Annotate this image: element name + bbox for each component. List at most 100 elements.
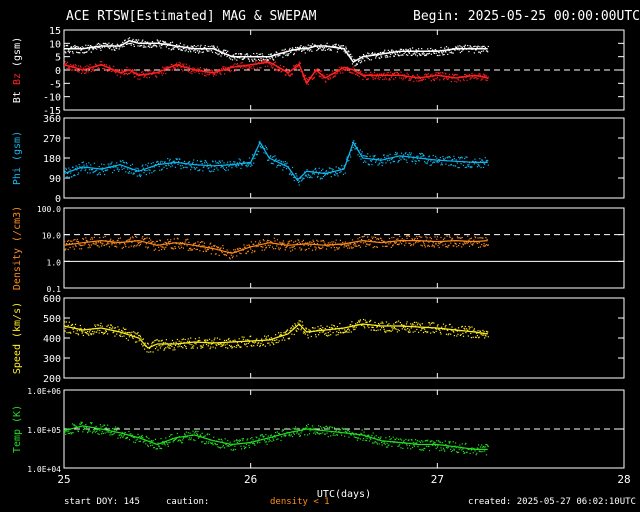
data-dot-bz: [229, 71, 231, 73]
data-dot-phi: [246, 166, 248, 168]
data-dot-bt: [368, 53, 370, 55]
data-dot-bz: [219, 72, 221, 74]
data-dot-temp: [117, 437, 119, 439]
data-dot-density: [213, 245, 215, 247]
data-dot-temp: [320, 432, 322, 434]
data-dot-phi: [222, 165, 224, 168]
data-dot-speed: [89, 329, 91, 331]
data-dot-density: [476, 242, 478, 244]
data-dot-temp: [429, 441, 431, 443]
data-dot-speed: [362, 324, 364, 326]
data-dot-speed: [259, 345, 261, 348]
data-dot-bt: [288, 53, 290, 55]
data-dot-phi: [428, 156, 430, 158]
data-dot-density: [478, 246, 480, 248]
data-dot-bt: [226, 55, 228, 58]
panel-frame-phi: [63, 117, 625, 199]
data-dot-bt: [157, 40, 159, 42]
data-dot-temp: [345, 431, 348, 433]
data-dot-phi: [396, 154, 398, 156]
data-dot-phi: [452, 165, 454, 167]
data-dot-speed: [369, 320, 371, 322]
data-dot-temp: [432, 443, 434, 445]
data-dot-bz: [372, 78, 374, 80]
data-dot-bt: [111, 43, 114, 45]
data-dot-phi: [322, 168, 324, 170]
data-dot-temp: [65, 428, 67, 430]
data-dot-bt: [459, 45, 461, 47]
data-dot-temp: [281, 430, 283, 432]
data-dot-phi: [441, 164, 443, 166]
data-dot-density: [190, 247, 192, 249]
data-dot-density: [90, 244, 92, 246]
data-dot-phi: [275, 158, 277, 160]
data-dot-bz: [465, 74, 468, 76]
data-dot-temp: [444, 440, 446, 442]
data-dot-temp: [274, 436, 276, 438]
data-dot-speed: [208, 338, 211, 340]
data-dot-temp: [388, 444, 390, 446]
data-dot-temp: [235, 440, 237, 442]
ylabel-temp: Temp (K): [12, 405, 23, 453]
data-dot-phi: [70, 172, 72, 174]
data-dot-speed: [282, 337, 284, 339]
data-dot-bz: [142, 71, 144, 73]
data-dot-speed: [458, 327, 460, 329]
data-dot-phi: [219, 162, 221, 164]
data-dot-phi: [268, 159, 270, 161]
data-dot-bt: [263, 59, 265, 61]
data-dot-phi: [371, 163, 373, 166]
data-dot-speed: [224, 344, 226, 346]
data-dot-density: [293, 241, 295, 243]
data-dot-speed: [288, 337, 291, 339]
data-dot-density: [153, 249, 155, 251]
data-dot-bz: [296, 69, 298, 71]
data-dot-density: [158, 249, 160, 251]
data-dot-bz: [177, 67, 179, 69]
data-dot-bz: [84, 72, 86, 74]
data-dot-phi: [392, 158, 394, 160]
data-dot-density: [382, 245, 384, 247]
data-dot-speed: [224, 339, 226, 342]
data-dot-bt: [409, 48, 411, 50]
data-dot-bz: [144, 75, 146, 77]
data-dot-temp: [482, 450, 484, 453]
data-dot-phi: [190, 169, 192, 171]
data-dot-speed: [120, 333, 122, 335]
data-dot-speed: [85, 331, 87, 334]
data-dot-temp: [108, 431, 110, 433]
data-dot-bt: [310, 45, 312, 47]
data-dot-temp: [418, 440, 420, 442]
data-dot-speed: [284, 339, 286, 341]
data-dot-phi: [148, 172, 151, 174]
data-dot-bz: [482, 73, 485, 75]
data-dot-temp: [119, 437, 121, 439]
data-dot-density: [459, 237, 461, 239]
data-dot-phi: [128, 171, 131, 173]
data-dot-bz: [97, 67, 100, 69]
data-dot-bt: [79, 52, 81, 54]
data-dot-bt: [440, 46, 442, 49]
data-dot-bt: [324, 49, 326, 51]
data-dot-bt: [347, 50, 349, 52]
data-dot-temp: [453, 448, 455, 450]
data-dot-bt: [90, 51, 92, 53]
data-dot-phi: [168, 164, 170, 167]
data-dot-phi: [197, 170, 199, 172]
data-dot-bz: [485, 79, 487, 81]
data-dot-bt: [304, 46, 306, 48]
data-dot-phi: [202, 170, 204, 172]
data-dot-density: [83, 244, 85, 246]
data-dot-speed: [229, 340, 231, 342]
data-dot-bz: [410, 78, 412, 80]
data-dot-temp: [461, 443, 463, 445]
data-dot-phi: [125, 171, 127, 173]
data-dot-bt: [147, 45, 149, 48]
data-dot-phi: [210, 166, 212, 168]
data-dot-density: [301, 241, 303, 243]
data-dot-phi: [205, 161, 208, 163]
data-dot-temp: [224, 447, 226, 449]
data-dot-bz: [198, 73, 200, 75]
data-dot-bt: [166, 43, 168, 45]
data-dot-density: [276, 239, 278, 241]
